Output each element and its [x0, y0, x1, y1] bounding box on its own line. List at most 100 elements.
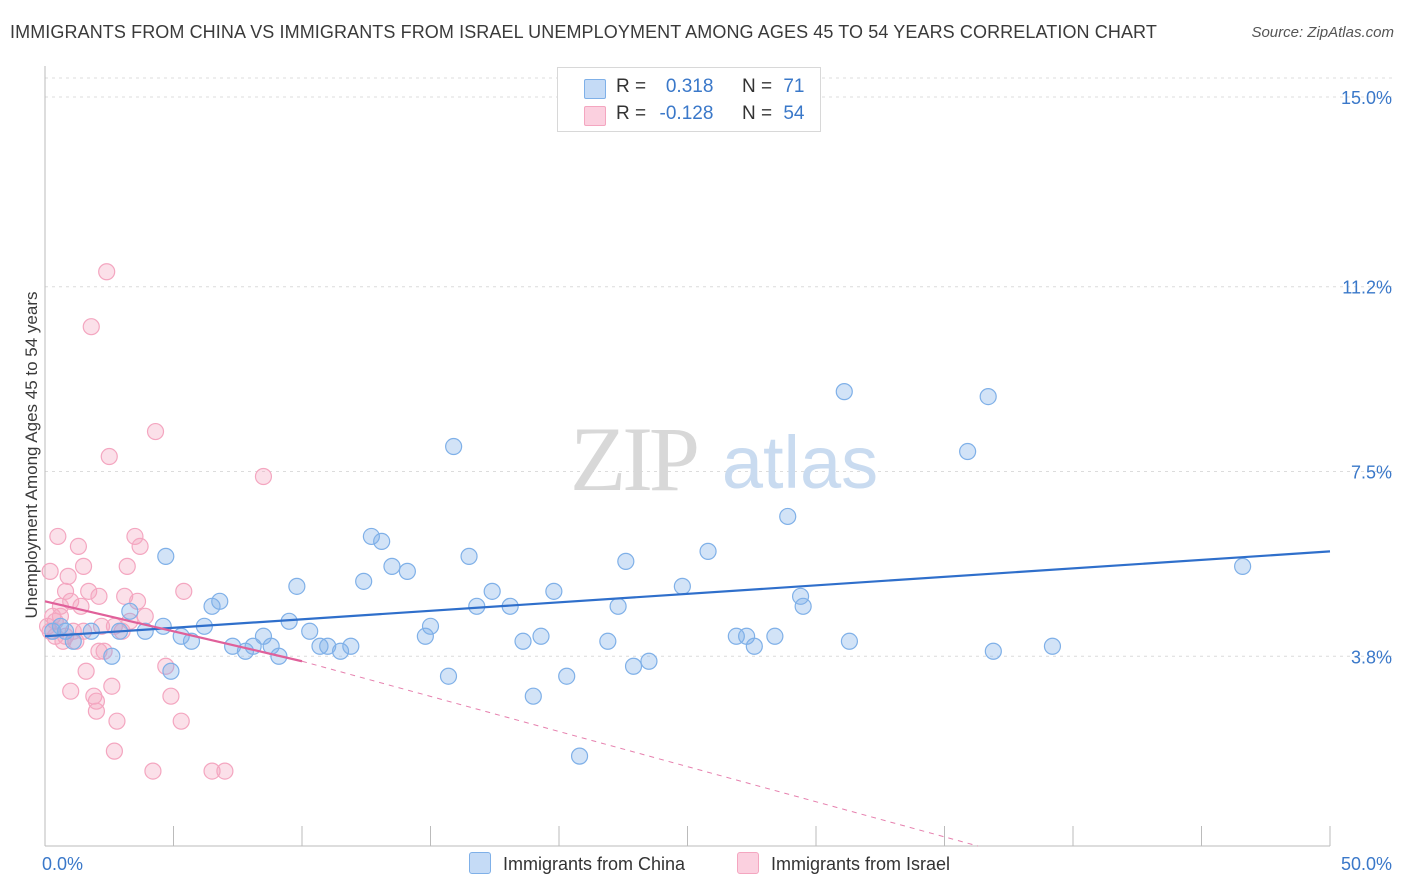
- china-point-63: [835, 383, 853, 401]
- israel-point-4: [49, 527, 67, 546]
- israel-point-33: [131, 537, 149, 556]
- china-point-47: [558, 667, 576, 685]
- china-point-44: [524, 687, 542, 705]
- china-trend-line: [44, 550, 1331, 638]
- israel-point-20: [90, 587, 108, 605]
- israel-n-value: 54: [783, 103, 805, 124]
- china-point-59: [766, 627, 784, 645]
- israel-point-39: [172, 712, 190, 730]
- china-point-29: [342, 637, 360, 655]
- israel-point-25: [103, 677, 121, 695]
- china-point-25: [301, 622, 319, 640]
- china-point-38: [445, 437, 463, 456]
- china-point-67: [984, 642, 1002, 660]
- israel-point-28: [116, 587, 134, 605]
- israel-point-16: [80, 582, 98, 600]
- israel-r-value: -0.128: [659, 103, 714, 124]
- china-point-16: [211, 592, 229, 610]
- correlation-legend: R = 0.318 N = 71 R = -0.128 N = 54: [557, 67, 821, 132]
- watermark-atlas: atlas: [722, 421, 878, 504]
- x-tick-label-0: 0.0%: [42, 854, 83, 874]
- china-point-48: [570, 747, 589, 765]
- bottom-legend-china: Immigrants from China: [469, 852, 685, 875]
- israel-trend-extension: [301, 660, 979, 847]
- bottom-legend-china-label: Immigrants from China: [503, 854, 686, 874]
- china-point-61: [791, 587, 810, 605]
- israel-point-14: [74, 557, 93, 575]
- watermark: ZIP atlas: [570, 408, 878, 510]
- israel-point-23: [98, 263, 116, 281]
- israel-point-17: [82, 318, 100, 336]
- china-point-35: [416, 627, 434, 645]
- china-point-28: [331, 642, 350, 660]
- israel-point-35: [144, 762, 162, 780]
- israel-point-15: [77, 662, 95, 680]
- china-point-51: [617, 552, 635, 570]
- y-tick-label-1: 7.5%: [1351, 463, 1392, 483]
- china-point-10: [157, 547, 175, 565]
- israel-point-48: [90, 642, 108, 660]
- china-n-label: N =: [741, 76, 773, 97]
- china-point-24: [288, 577, 306, 595]
- china-point-50: [609, 597, 627, 615]
- bottom-legend-israel-label: Immigrants from Israel: [771, 854, 951, 874]
- israel-swatch: [584, 106, 606, 126]
- israel-point-37: [157, 657, 175, 675]
- china-swatch: [584, 79, 606, 99]
- china-point-52: [624, 657, 643, 675]
- china-point-30: [355, 572, 373, 590]
- china-point-9: [154, 617, 172, 635]
- y-tick-label-2: 11.2%: [1342, 278, 1392, 298]
- israel-point-1: [41, 562, 59, 580]
- china-point-43: [514, 632, 532, 650]
- tick-labels: 3.8% 7.5% 11.2% 15.0% 0.0% 50.0%: [42, 88, 1392, 874]
- israel-point-49: [105, 742, 123, 760]
- israel-r-label: R =: [616, 103, 647, 124]
- series-israel: [38, 263, 273, 780]
- israel-point-29: [118, 557, 136, 575]
- china-point-53: [640, 652, 658, 670]
- china-point-49: [599, 632, 617, 650]
- israel-point-46: [62, 682, 80, 700]
- israel-point-12: [69, 537, 88, 556]
- israel-point-34: [136, 607, 154, 625]
- china-point-27: [319, 637, 337, 655]
- source-credit: Source: ZipAtlas.com: [1251, 24, 1394, 41]
- gridlines: [45, 77, 1392, 657]
- china-point-55: [699, 542, 717, 560]
- series-china: [44, 383, 1252, 765]
- israel-point-38: [162, 687, 180, 705]
- china-point-64: [840, 632, 859, 650]
- israel-point-8: [59, 567, 77, 585]
- china-point-41: [483, 582, 501, 600]
- israel-point-31: [126, 527, 144, 546]
- bottom-legend-israel: Immigrants from Israel: [737, 852, 950, 875]
- israel-point-21: [92, 617, 111, 635]
- china-point-31: [362, 527, 380, 546]
- china-point-39: [460, 547, 478, 565]
- china-point-4: [82, 622, 100, 640]
- china-point-3: [64, 632, 82, 650]
- israel-point-5: [51, 607, 70, 625]
- israel-point-40: [175, 582, 193, 600]
- china-point-36: [421, 617, 440, 635]
- china-point-32: [373, 532, 391, 551]
- china-point-69: [1234, 557, 1252, 575]
- china-r-label: R =: [616, 76, 647, 97]
- bottom-legend-china-swatch: [469, 852, 491, 874]
- x-tick-label-1: 50.0%: [1341, 854, 1392, 874]
- china-point-68: [1043, 637, 1062, 655]
- israel-point-36: [146, 422, 165, 441]
- china-r-value: 0.318: [665, 76, 714, 97]
- china-point-54: [673, 577, 691, 595]
- israel-point-41: [203, 762, 221, 780]
- chart-title: IMMIGRANTS FROM CHINA VS IMMIGRANTS FROM…: [10, 22, 1157, 42]
- china-point-46: [545, 582, 563, 600]
- trend-lines: [44, 550, 1331, 847]
- china-point-45: [532, 627, 550, 645]
- israel-point-42: [216, 762, 234, 780]
- israel-point-24: [100, 447, 118, 466]
- israel-trend-line: [44, 600, 303, 663]
- israel-point-27: [108, 712, 126, 730]
- israel-n-label: N =: [741, 103, 773, 124]
